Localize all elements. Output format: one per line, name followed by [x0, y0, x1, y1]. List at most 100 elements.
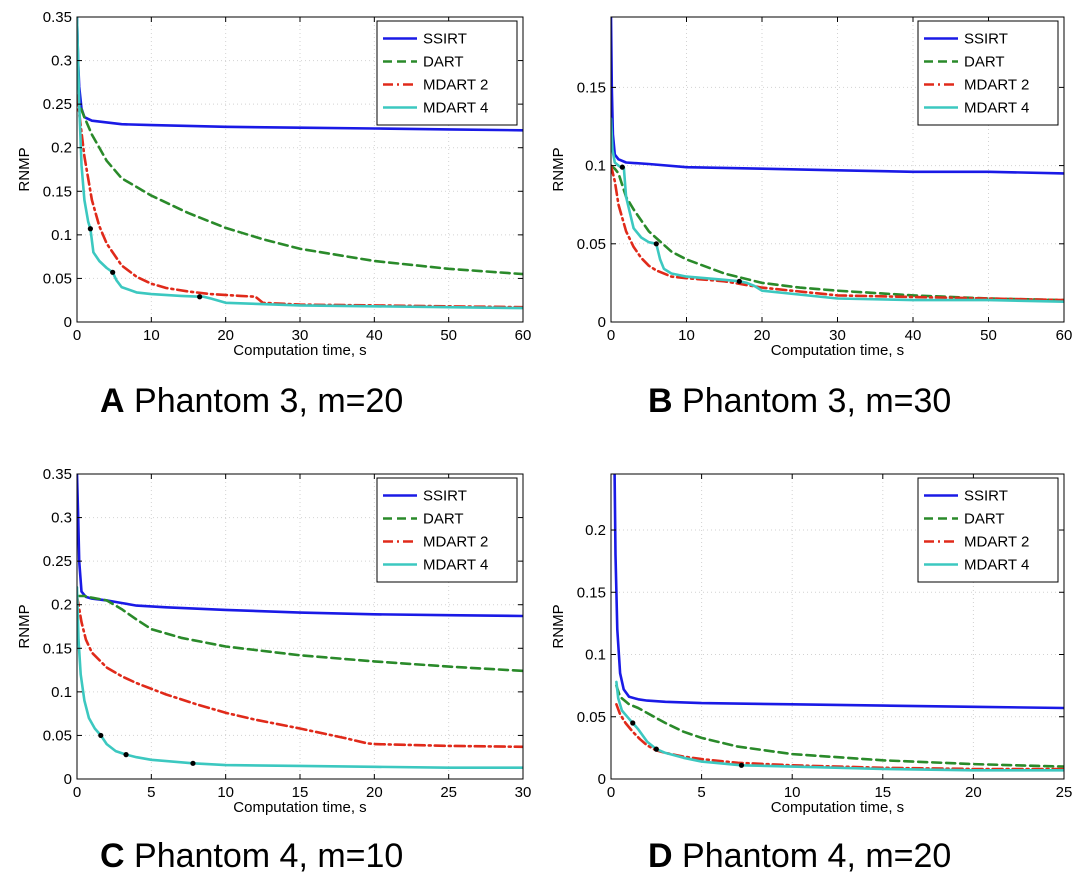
chart-panel-c: 0 5 10 15 20 25 30 0 0.05 0.1 0.15 0.2 0.25 0.3 0.35 Co… — [16, 466, 531, 816]
data-marker — [738, 762, 745, 768]
chart-panel-b: 0 10 20 30 40 50 60 0 0.05 0.1 0.15 Computation tim… — [550, 16, 1073, 359]
series-line-mdart-4 — [611, 117, 1064, 304]
y-tick-label: 0.05 — [577, 709, 606, 726]
data-marker — [630, 720, 636, 726]
panel-letter: C — [100, 837, 125, 875]
y-tick-label: 0.15 — [43, 183, 72, 200]
x-tick-label: 40 — [366, 327, 383, 344]
legend-label: SSIRT — [964, 31, 1008, 48]
panel-caption-d: D Phantom 4, m=20 — [648, 837, 951, 876]
series-group — [611, 17, 1064, 304]
legend-label: MDART 2 — [423, 77, 488, 94]
series-line-mdart-2 — [77, 594, 523, 749]
panel-title: Phantom 3, m=20 — [134, 382, 404, 420]
data-marker — [736, 278, 742, 284]
chart-panel-d: 0 5 10 15 20 25 0 0.05 0.1 0.15 0.2 Computation tim… — [550, 473, 1073, 816]
legend-label: SSIRT — [964, 488, 1008, 505]
x-tick-label: 5 — [697, 784, 705, 801]
x-tick-label: 40 — [905, 327, 922, 344]
data-marker — [98, 732, 104, 739]
series-line-ssirt — [77, 474, 523, 618]
x-tick-label: 20 — [965, 784, 982, 801]
x-tick-label: 10 — [784, 784, 801, 801]
series-line-mdart-4 — [77, 585, 523, 770]
chart-panel-a: 0 10 20 30 40 50 60 0 0.05 0.1 0.15 0.2 0.25 0.3 0.35 C… — [16, 9, 531, 359]
x-tick-label: 0 — [73, 784, 81, 801]
data-marker — [653, 241, 659, 247]
y-axis-label: RNMP — [16, 604, 33, 648]
x-axis-label: Computation time, s — [771, 342, 904, 359]
panel-caption-c: C Phantom 4, m=10 — [100, 837, 403, 876]
y-tick-label: 0.25 — [43, 96, 72, 113]
series-group — [77, 17, 523, 310]
legend-label: MDART 4 — [423, 557, 488, 574]
data-marker — [619, 164, 625, 170]
y-tick-label: 0.35 — [43, 466, 72, 483]
data-marker — [197, 294, 203, 300]
panel-caption-b: B Phantom 3, m=30 — [648, 382, 951, 421]
legend-label: MDART 2 — [964, 534, 1029, 551]
series-line-mdart-4 — [77, 17, 523, 310]
y-tick-label: 0.15 — [577, 79, 606, 96]
x-tick-label: 50 — [980, 327, 997, 344]
legend-label: SSIRT — [423, 488, 467, 505]
x-tick-label: 50 — [440, 327, 457, 344]
y-tick-label: 0.15 — [43, 640, 72, 657]
y-tick-label: 0 — [64, 314, 72, 331]
y-tick-label: 0.35 — [43, 9, 72, 26]
x-tick-label: 15 — [292, 784, 309, 801]
series-line-mdart-2 — [615, 702, 1064, 771]
series-line-mdart-2 — [611, 164, 1064, 302]
x-tick-label: 25 — [1056, 784, 1073, 801]
panel-title: Phantom 4, m=20 — [682, 837, 952, 875]
x-tick-label: 10 — [678, 327, 695, 344]
data-marker — [653, 746, 659, 752]
legend: SSIRT DART MDART 2 MDART 4 — [376, 477, 518, 583]
series-line-dart — [615, 684, 1064, 768]
y-tick-label: 0 — [598, 771, 606, 788]
legend-label: SSIRT — [423, 31, 467, 48]
x-tick-label: 30 — [515, 784, 532, 801]
legend-label: MDART 2 — [964, 77, 1029, 94]
legend: SSIRT DART MDART 2 MDART 4 — [917, 477, 1059, 583]
panel-caption-a: A Phantom 3, m=20 — [100, 382, 403, 421]
data-marker — [87, 226, 93, 232]
legend-label: DART — [423, 511, 464, 528]
x-tick-label: 15 — [874, 784, 891, 801]
y-tick-label: 0.2 — [51, 140, 72, 157]
data-marker — [110, 269, 116, 275]
y-tick-label: 0.25 — [43, 553, 72, 570]
y-tick-label: 0.1 — [51, 684, 72, 701]
data-marker — [190, 760, 196, 766]
series-line-mdart-4 — [615, 680, 1064, 772]
series-line-dart — [77, 94, 523, 276]
y-tick-label: 0 — [598, 314, 606, 331]
x-tick-label: 0 — [607, 327, 615, 344]
x-tick-label: 20 — [366, 784, 383, 801]
legend-label: MDART 4 — [964, 100, 1029, 117]
x-tick-label: 20 — [754, 327, 771, 344]
legend-label: MDART 4 — [964, 557, 1029, 574]
y-tick-label: 0.3 — [51, 53, 72, 70]
x-tick-label: 60 — [515, 327, 532, 344]
legend: SSIRT DART MDART 2 MDART 4 — [376, 20, 518, 126]
series-line-dart — [611, 164, 1064, 302]
x-tick-label: 60 — [1056, 327, 1073, 344]
x-axis-label: Computation time, s — [233, 342, 366, 359]
y-axis-label: RNMP — [550, 147, 567, 191]
y-tick-label: 0.05 — [43, 270, 72, 287]
y-tick-label: 0.1 — [585, 158, 606, 175]
x-tick-label: 25 — [440, 784, 457, 801]
legend-label: MDART 2 — [423, 534, 488, 551]
panel-letter: A — [100, 382, 125, 420]
y-axis-label: RNMP — [550, 604, 567, 648]
panel-title: Phantom 4, m=10 — [134, 837, 404, 875]
x-tick-label: 10 — [143, 327, 160, 344]
legend-label: DART — [423, 54, 464, 71]
legend-label: MDART 4 — [423, 100, 488, 117]
series-group — [77, 474, 523, 770]
x-tick-label: 5 — [147, 784, 155, 801]
data-marker — [123, 752, 129, 758]
